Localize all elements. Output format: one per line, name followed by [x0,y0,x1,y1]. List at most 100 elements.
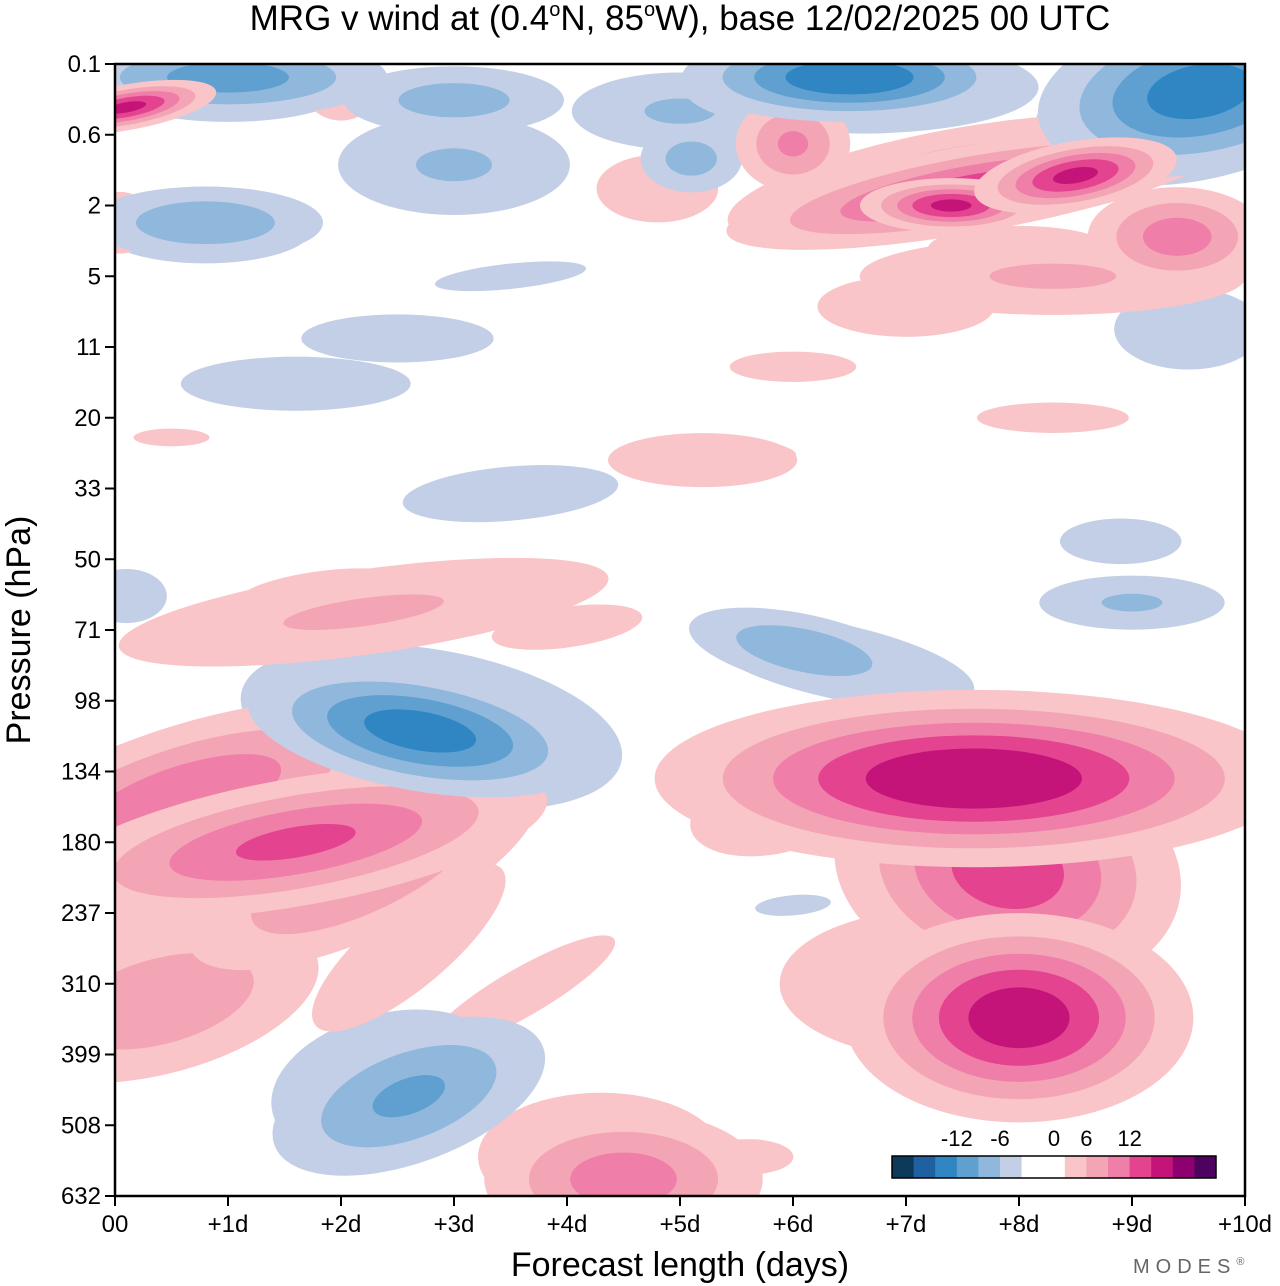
contour-band [736,625,873,677]
colorbar-swatch [1043,1156,1066,1178]
title-mid: N, 85 [560,0,644,38]
negative-anomaly-36 [301,314,494,363]
contour-band [755,894,831,916]
contour-band [665,141,717,176]
y-tick-label: 2 [88,193,101,220]
positive-anomaly-35 [133,428,210,447]
contour-band [434,261,587,292]
x-axis-label: Forecast length (days) [511,1246,849,1284]
negative-anomaly-29 [1039,575,1225,630]
colorbar-swatch [1194,1156,1217,1178]
contour-band [135,201,275,245]
colorbar-swatch [1151,1156,1174,1178]
x-tick-label: +4d [547,1211,588,1238]
y-tick-label: 508 [61,1112,101,1139]
contour-band [1053,167,1098,184]
contour-band [729,351,857,382]
positive-anomaly-7 [654,689,1245,868]
contour-band [930,199,972,212]
contour-band [115,569,167,624]
colorbar-swatch [956,1156,979,1178]
contour-band [416,148,492,182]
negative-anomaly-43 [115,186,323,259]
colorbar-swatch [892,1156,915,1178]
title-prefix: MRG v wind at (0.4 [250,0,550,38]
colorbar-frame [891,1155,1217,1179]
x-tick-label: +2d [321,1211,362,1238]
brand-logo: MODES® [1133,1256,1244,1278]
colorbar-swatch [1129,1156,1152,1178]
contour-band [180,356,411,411]
y-tick-label: 5 [88,263,101,290]
contour-field [115,64,1245,1196]
colorbar-swatch [913,1156,936,1178]
colorbar-swatch [1000,1156,1023,1178]
positive-anomaly-50 [1087,187,1245,287]
contour-band [402,465,619,523]
colorbar-swatch [1064,1156,1087,1178]
plot-area [113,62,1247,1198]
x-tick-label: +5d [660,1211,701,1238]
negative-anomaly-17 [272,1016,546,1176]
positive-anomaly-41 [976,402,1129,433]
y-tick-label: 310 [61,971,101,998]
contour-band [607,433,798,488]
title-degree-2: o [644,0,655,21]
colorbar-tick-label: 0 [1048,1126,1060,1151]
x-tick-label: 00 [102,1211,129,1238]
y-tick-label: 11 [76,334,101,361]
y-axis-label: Pressure (hPa) [0,516,38,745]
x-tick-label: +9d [1112,1211,1153,1238]
contour-band [785,64,914,95]
x-tick-label: +1d [208,1211,249,1238]
positive-anomaly-14 [484,1109,763,1196]
colorbar-swatch [1086,1156,1109,1178]
contour-band [115,953,254,1050]
contour-band [1059,518,1182,565]
colorbar-tick-label: -6 [990,1126,1010,1151]
contour-band [133,428,210,447]
y-tick-label: 50 [74,546,101,573]
y-tick-label: 0.1 [68,51,101,78]
negative-anomaly-56 [344,66,564,135]
title-suffix: W), base 12/02/2025 00 UTC [655,0,1110,38]
negative-anomaly-34 [115,569,167,624]
y-tick-label: 237 [61,900,101,927]
positive-anomaly-4 [312,863,506,1032]
negative-anomaly-64 [338,114,570,215]
colorbar-swatch [1172,1156,1195,1178]
positive-anomaly-32 [607,433,798,488]
y-tick-label: 20 [74,405,101,432]
colorbar-tick-label: -12 [941,1126,973,1151]
contour-band [235,823,356,861]
positive-anomaly-9 [844,913,1194,1123]
colorbar-swatch [935,1156,958,1178]
negative-anomaly-30 [402,465,619,523]
brand-text: MODES [1133,1256,1236,1278]
contour-band [570,1152,677,1196]
negative-anomaly-20 [247,664,593,798]
positive-anomaly-25 [118,557,609,667]
y-tick-label: 399 [61,1042,101,1069]
negative-anomaly-37 [180,356,411,411]
contour-band [865,748,1082,809]
contour-band [777,131,809,157]
y-tick-label: 33 [74,476,101,503]
negative-anomaly-23 [689,607,920,694]
contour-band [372,1075,445,1118]
contour-band [115,101,147,114]
chart-title: MRG v wind at (0.4oN, 85oW), base 12/02/… [250,0,1111,38]
colorbar-tick-label: 6 [1080,1126,1092,1151]
contour-band [968,987,1070,1049]
negative-anomaly-59 [640,124,743,193]
x-tick-label: +7d [886,1211,927,1238]
colorbar-swatch [978,1156,1001,1178]
y-tick-label: 180 [61,829,101,856]
x-tick-label: +10d [1218,1211,1272,1238]
negative-anomaly-62 [1037,64,1245,177]
contour-band [976,402,1129,433]
contour-band [1101,593,1163,612]
x-tick-label: +8d [999,1211,1040,1238]
title-degree-1: o [549,0,560,21]
